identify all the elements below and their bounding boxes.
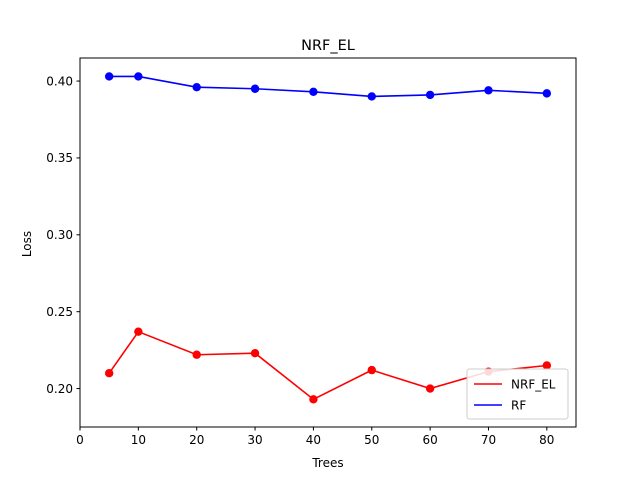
plot-frame [79, 57, 577, 428]
data-point [367, 365, 376, 375]
x-tick-label: 40 [306, 433, 321, 447]
y-axis-label: Loss [20, 231, 34, 257]
x-tick-label: 50 [364, 433, 379, 447]
y-tick-label: 0.35 [46, 151, 73, 165]
data-point [104, 72, 114, 81]
x-tick-label: 20 [189, 433, 204, 447]
x-tick-label: 70 [481, 433, 496, 447]
data-point [425, 384, 435, 393]
data-point [309, 395, 318, 404]
data-point [192, 350, 201, 359]
series-layer [104, 72, 552, 404]
legend-label: RF [511, 398, 526, 412]
x-tick-label: 0 [76, 433, 84, 447]
y-tick-label: 0.30 [46, 228, 73, 242]
data-point [542, 361, 552, 370]
data-point [309, 87, 318, 97]
legend-box [466, 368, 569, 420]
data-point [192, 83, 201, 92]
x-tick-label: 30 [247, 433, 262, 447]
chart-title: NRF_EL [301, 38, 355, 54]
x-axis: 0 10 20 30 40 50 60 70 80 [76, 427, 554, 447]
legend: NRF_EL RF [466, 368, 569, 420]
y-axis: 0.20 0.25 0.30 0.35 0.40 [46, 74, 80, 396]
plot-area [79, 57, 577, 428]
data-point [134, 327, 143, 336]
data-point [250, 349, 260, 358]
legend-label: NRF_EL [511, 377, 556, 391]
data-point [367, 92, 376, 101]
data-point [104, 368, 114, 378]
x-tick-label: 10 [131, 433, 146, 447]
data-point [134, 72, 143, 81]
x-tick-label: 80 [539, 433, 554, 447]
data-point [250, 84, 260, 93]
data-point [484, 86, 493, 95]
data-point [425, 90, 435, 100]
x-axis-label: Trees [311, 456, 343, 470]
y-tick-label: 0.40 [46, 74, 73, 88]
data-point [542, 89, 552, 98]
x-tick-label: 60 [422, 433, 437, 447]
y-tick-label: 0.20 [46, 382, 73, 396]
y-tick-label: 0.25 [46, 305, 73, 319]
